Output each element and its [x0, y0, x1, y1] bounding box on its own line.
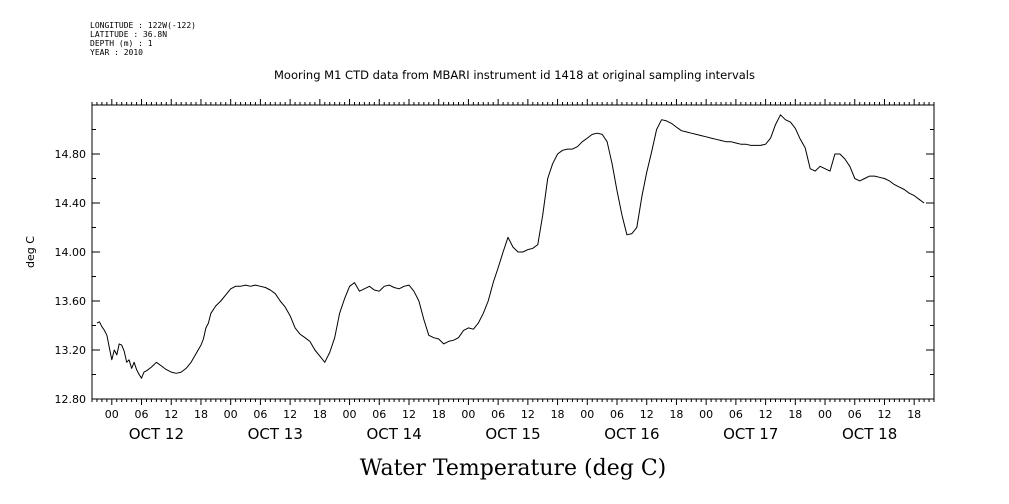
x-day-label: OCT 18	[842, 425, 897, 443]
x-hour-label: 00	[343, 408, 357, 421]
y-axis-label: deg C	[24, 236, 37, 268]
x-hour-label: 00	[105, 408, 119, 421]
x-hour-label: 18	[788, 408, 802, 421]
x-hour-label: 06	[372, 408, 386, 421]
x-hour-label: 18	[669, 408, 683, 421]
x-hour-label: 18	[432, 408, 446, 421]
x-hour-label: 00	[580, 408, 594, 421]
x-day-label: OCT 12	[129, 425, 184, 443]
x-hour-label: 12	[640, 408, 654, 421]
x-hour-label: 12	[877, 408, 891, 421]
plot-frame	[91, 104, 935, 400]
x-hour-label: 06	[253, 408, 267, 421]
x-hour-label: 18	[194, 408, 208, 421]
x-hour-label: 06	[848, 408, 862, 421]
x-hour-label: 12	[164, 408, 178, 421]
x-day-label: OCT 13	[248, 425, 303, 443]
x-hour-label: 00	[461, 408, 475, 421]
x-hour-label: 12	[283, 408, 297, 421]
x-hour-label: 12	[402, 408, 416, 421]
x-hour-label: 18	[551, 408, 565, 421]
latitude-label: LATITUDE : 36.8N	[90, 30, 168, 39]
x-day-label: OCT 17	[723, 425, 778, 443]
y-tick-label: 14.80	[55, 148, 87, 161]
y-tick-label: 13.60	[55, 295, 87, 308]
x-day-label: OCT 16	[604, 425, 659, 443]
x-axis-title: Water Temperature (deg C)	[360, 456, 667, 481]
metadata-block: LONGITUDE : 122W(-122) LATITUDE : 36.8N DE…	[90, 21, 196, 57]
x-day-label: OCT 15	[485, 425, 540, 443]
x-hour-label: 00	[818, 408, 832, 421]
year-label: YEAR : 2010	[90, 48, 143, 57]
x-hour-label: 18	[313, 408, 327, 421]
y-tick-label: 12.80	[55, 393, 87, 406]
x-hour-label: 12	[521, 408, 535, 421]
temperature-line	[96, 114, 925, 379]
x-hour-label: 18	[907, 408, 921, 421]
x-hour-label: 06	[729, 408, 743, 421]
y-tick-label: 14.00	[55, 246, 87, 259]
x-hour-label: 06	[135, 408, 149, 421]
depth-label: DEPTH (m) : 1	[90, 39, 153, 48]
chart-title: Mooring M1 CTD data from MBARI instrumen…	[274, 68, 755, 82]
x-hour-label: 12	[759, 408, 773, 421]
x-day-label: OCT 14	[366, 425, 421, 443]
y-tick-label: 13.20	[55, 344, 87, 357]
x-hour-label: 06	[491, 408, 505, 421]
y-tick-label: 14.40	[55, 197, 87, 210]
x-hour-label: 06	[610, 408, 624, 421]
longitude-label: LONGITUDE : 122W(-122)	[90, 21, 196, 30]
x-hour-label: 00	[224, 408, 238, 421]
x-hour-label: 00	[699, 408, 713, 421]
